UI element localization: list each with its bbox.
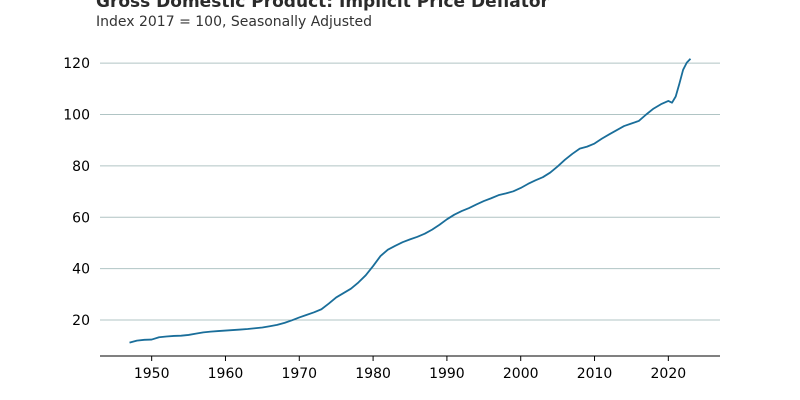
x-tick-label-1950: 1950 <box>134 366 170 382</box>
x-tick-label-2020: 2020 <box>651 366 687 382</box>
x-tick-label-1970: 1970 <box>281 366 317 382</box>
series-line-0 <box>130 59 691 343</box>
x-tick-label-1990: 1990 <box>429 366 465 382</box>
y-tick-label-40: 40 <box>72 262 90 278</box>
y-tick-label-60: 60 <box>72 210 90 226</box>
y-tick-label-20: 20 <box>72 313 90 329</box>
gridlines <box>100 63 720 320</box>
y-tick-label-100: 100 <box>63 108 90 124</box>
y-axis-ticks: 20 40 60 80 100 120 <box>63 56 90 329</box>
x-axis-ticks: 1950 1960 1970 1980 1990 2000 2010 2020 <box>134 356 686 382</box>
x-tick-label-1960: 1960 <box>208 366 244 382</box>
x-tick-label-1980: 1980 <box>355 366 391 382</box>
x-tick-label-2010: 2010 <box>577 366 613 382</box>
y-tick-label-120: 120 <box>63 56 90 72</box>
x-tick-label-2000: 2000 <box>503 366 539 382</box>
y-tick-label-80: 80 <box>72 159 90 175</box>
series-group <box>130 59 691 343</box>
